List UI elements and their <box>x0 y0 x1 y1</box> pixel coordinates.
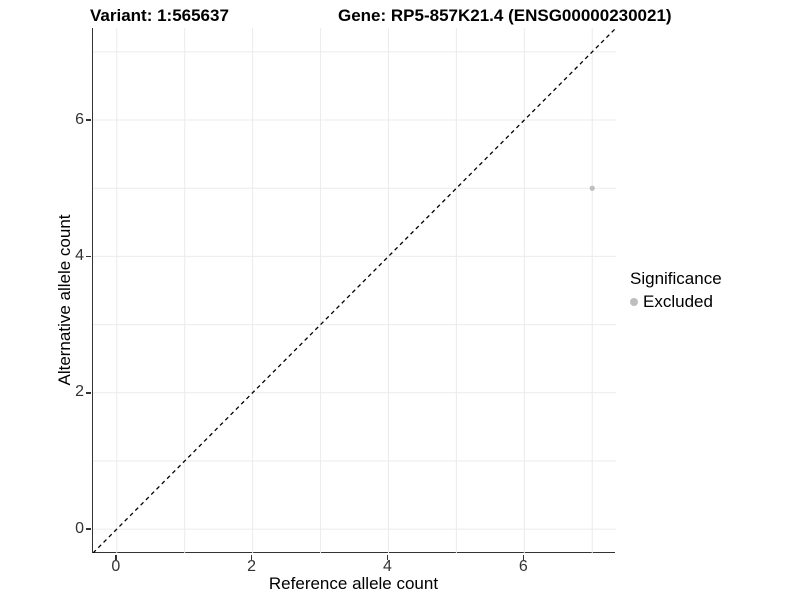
y-tick-mark <box>85 119 91 121</box>
y-tick-label: 0 <box>75 519 84 537</box>
y-tick-label: 6 <box>75 110 84 128</box>
legend-title: Significance <box>630 269 722 288</box>
x-tick-mark <box>115 554 117 560</box>
x-tick-label: 2 <box>247 558 257 575</box>
excluded-point-icon <box>630 298 638 306</box>
x-tick-label: 6 <box>518 558 528 575</box>
y-tick-label: 2 <box>75 383 84 401</box>
x-tick-mark <box>250 554 253 560</box>
identity-dashed-line <box>93 28 616 553</box>
gene-title: Gene: RP5-857K21.4 (ENSG00000230021) <box>338 6 672 25</box>
x-tick-mark <box>386 554 389 560</box>
y-axis-title: Alternative allele count <box>55 214 74 386</box>
y-tick-mark <box>85 528 91 530</box>
legend-item-excluded: Excluded <box>630 292 722 312</box>
x-tick-label: 4 <box>383 558 392 575</box>
y-tick-label: 4 <box>75 246 84 264</box>
legend-item-label: Excluded <box>643 292 713 311</box>
x-axis-title: Reference allele count <box>268 574 439 593</box>
y-tick-mark <box>85 392 91 394</box>
x-tick-label: 0 <box>111 558 121 575</box>
y-tick-mark <box>85 255 91 258</box>
x-tick-mark <box>522 554 525 560</box>
plot-canvas <box>93 28 616 553</box>
variant-title: Variant: 1:565637 <box>90 6 229 25</box>
plot-panel <box>92 28 616 553</box>
data-point <box>589 185 595 191</box>
legend: Significance Excluded <box>630 269 722 312</box>
